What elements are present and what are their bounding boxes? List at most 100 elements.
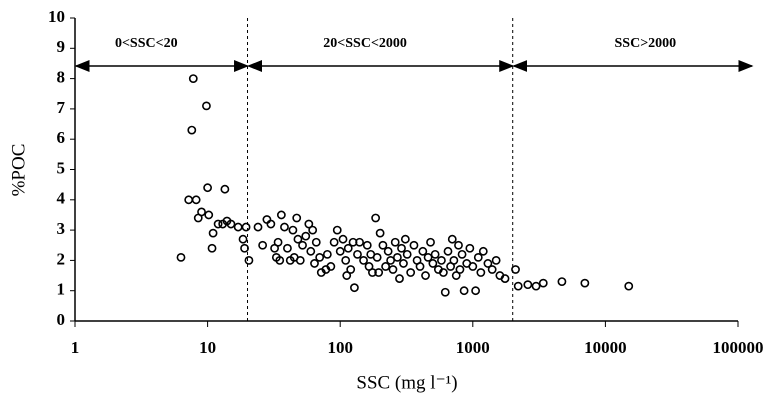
- point: [372, 252, 382, 262]
- point: [204, 210, 214, 220]
- point: [471, 286, 481, 296]
- region-label: 20<SSC<2000: [323, 36, 407, 51]
- x-tick-label: 1: [71, 338, 80, 357]
- point: [455, 265, 465, 274]
- point: [468, 262, 478, 271]
- point: [430, 249, 440, 259]
- point: [438, 268, 448, 277]
- point: [557, 277, 567, 287]
- region-label: 0<SSC<20: [115, 36, 178, 51]
- point: [400, 234, 410, 244]
- point: [335, 246, 345, 256]
- point: [362, 240, 372, 250]
- point: [415, 262, 425, 271]
- point: [241, 222, 251, 232]
- point: [580, 278, 590, 288]
- point: [388, 265, 398, 274]
- y-tick-label: 5: [57, 158, 66, 177]
- point: [350, 283, 359, 293]
- y-tick-label: 9: [57, 37, 66, 56]
- point: [538, 278, 548, 288]
- point: [295, 255, 305, 265]
- point: [457, 249, 467, 259]
- point: [473, 252, 483, 262]
- point: [395, 274, 404, 283]
- point: [275, 255, 285, 265]
- point: [383, 246, 393, 256]
- y-tick-label: 0: [57, 310, 66, 329]
- point: [191, 195, 201, 205]
- point: [451, 271, 461, 280]
- point: [447, 234, 457, 244]
- point: [213, 219, 223, 229]
- point: [513, 281, 523, 291]
- point: [500, 274, 510, 283]
- point: [381, 262, 391, 271]
- point: [476, 268, 486, 277]
- point: [197, 207, 206, 217]
- y-tick-label: 1: [57, 280, 66, 299]
- point: [304, 219, 314, 229]
- point: [454, 240, 463, 250]
- point: [491, 255, 501, 265]
- point: [258, 240, 268, 250]
- point: [253, 222, 263, 232]
- y-axis-title: %POC: [8, 144, 29, 197]
- point: [266, 219, 276, 229]
- point: [353, 249, 362, 259]
- point: [332, 225, 342, 235]
- point: [359, 255, 368, 265]
- point: [207, 243, 217, 253]
- point: [371, 213, 381, 223]
- y-tick-label: 6: [57, 128, 66, 147]
- point: [531, 281, 541, 291]
- point: [399, 259, 408, 268]
- point: [226, 219, 236, 229]
- point: [397, 243, 406, 253]
- point: [184, 195, 194, 205]
- point: [459, 286, 469, 296]
- point: [288, 225, 298, 235]
- point: [423, 252, 433, 262]
- x-tick-label: 100000: [713, 338, 764, 357]
- x-tick-label: 100: [327, 338, 353, 357]
- point: [326, 262, 336, 271]
- point: [418, 246, 428, 256]
- point: [276, 210, 286, 220]
- point: [233, 222, 243, 232]
- point: [421, 271, 430, 280]
- point: [322, 249, 332, 259]
- y-tick-label: 8: [57, 68, 66, 87]
- point: [310, 259, 319, 268]
- point: [426, 237, 435, 247]
- point: [440, 287, 450, 297]
- point: [298, 240, 307, 250]
- y-tick-label: 3: [57, 219, 66, 238]
- y-tick-label: 7: [57, 98, 66, 117]
- point: [315, 252, 325, 262]
- point: [511, 265, 520, 274]
- point: [374, 268, 384, 277]
- point: [465, 243, 475, 253]
- point: [301, 231, 311, 241]
- point: [343, 243, 353, 253]
- point: [188, 74, 198, 83]
- y-tick-label: 4: [57, 189, 66, 208]
- point: [341, 255, 351, 265]
- point: [483, 259, 493, 268]
- point: [238, 234, 248, 244]
- y-tick-label: 10: [48, 7, 65, 26]
- point: [378, 240, 388, 250]
- point: [487, 265, 497, 274]
- point: [329, 237, 339, 247]
- point: [311, 237, 321, 247]
- point: [443, 246, 453, 256]
- x-tick-label: 1000: [456, 338, 490, 357]
- point: [240, 243, 249, 253]
- point: [342, 271, 352, 280]
- point: [355, 237, 364, 247]
- point: [624, 281, 634, 291]
- point: [478, 246, 488, 256]
- point: [392, 252, 402, 262]
- point: [283, 243, 292, 253]
